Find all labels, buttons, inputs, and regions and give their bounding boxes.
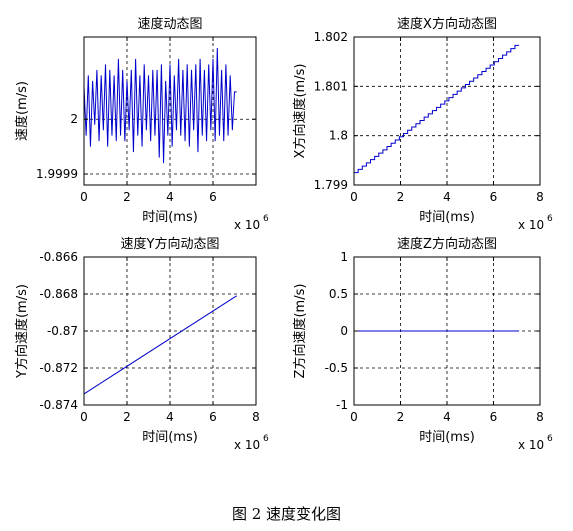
x-exponent-label: x 10: [518, 438, 544, 452]
y-tick-label: 1.802: [314, 30, 348, 44]
x-tick-label: 2: [123, 190, 131, 204]
x-tick-label: 0: [350, 410, 358, 424]
x-tick-label: 8: [252, 410, 260, 424]
x-axis-label: 时间(ms): [142, 210, 198, 225]
y-axis-label: X方向速度(m/s): [292, 64, 308, 159]
x-tick-label: 4: [443, 190, 451, 204]
y-axis-label: Z方向速度(m/s): [292, 284, 308, 379]
x-tick-label: 6: [209, 410, 217, 424]
y-tick-label: 1.801: [314, 79, 348, 93]
x-axis-label: 时间(ms): [419, 210, 475, 225]
chart-title: 速度X方向动态图: [397, 16, 497, 32]
y-tick-label: 1: [340, 250, 348, 264]
y-tick-label: -0.5: [325, 361, 348, 375]
x-tick-label: 0: [350, 190, 358, 204]
y-tick-label: 1.8: [329, 129, 348, 143]
x-axis-label: 时间(ms): [419, 430, 475, 445]
x-exponent-power: 6: [263, 214, 269, 224]
x-axis-label: 时间(ms): [142, 430, 198, 445]
x-tick-label: 4: [166, 190, 174, 204]
y-tick-label: -1: [336, 398, 348, 412]
figure-caption: 图 2 速度变化图: [231, 505, 342, 523]
y-tick-label: 0: [340, 324, 348, 338]
x-tick-label: 2: [397, 410, 405, 424]
x-exponent-power: 6: [547, 434, 553, 444]
x-tick-label: 0: [80, 410, 88, 424]
chart-title: 速度Z方向动态图: [397, 236, 497, 252]
y-tick-label: 2: [70, 112, 78, 126]
y-tick-label: -0.866: [39, 250, 78, 264]
x-tick-label: 6: [490, 410, 498, 424]
x-exponent-label: x 10: [518, 218, 544, 232]
y-tick-label: -0.874: [39, 398, 78, 412]
x-tick-label: 8: [536, 190, 544, 204]
y-tick-label: -0.87: [47, 324, 78, 338]
chart-title: 速度动态图: [137, 16, 202, 32]
x-tick-label: 0: [80, 190, 88, 204]
x-tick-label: 6: [209, 190, 217, 204]
x-tick-label: 8: [536, 410, 544, 424]
x-tick-label: 4: [443, 410, 451, 424]
x-exponent-label: x 10: [234, 218, 260, 232]
series-line: [354, 44, 520, 174]
x-tick-label: 4: [166, 410, 174, 424]
y-tick-label: 1.799: [314, 178, 348, 192]
x-tick-label: 2: [123, 410, 131, 424]
subplot-3: 0 2 4 6 8-0.874-0.872-0.87-0.868-0.866速度Y方向动…: [14, 236, 269, 452]
y-tick-label: 0.5: [329, 287, 348, 301]
x-tick-label: 6: [490, 190, 498, 204]
y-tick-label: -0.872: [39, 361, 78, 375]
series-line: [83, 295, 237, 395]
y-tick-label: -0.868: [39, 287, 78, 301]
y-axis-label: Y方向速度(m/s): [14, 284, 30, 379]
x-exponent-label: x 10: [234, 438, 260, 452]
y-axis-label: 速度(m/s): [14, 81, 30, 141]
series-line: [83, 47, 237, 164]
x-exponent-power: 6: [263, 434, 269, 444]
chart-title: 速度Y方向动态图: [121, 236, 220, 252]
x-exponent-power: 6: [547, 214, 553, 224]
x-tick-label: 2: [397, 190, 405, 204]
y-tick-label: 1.9999: [36, 167, 78, 181]
